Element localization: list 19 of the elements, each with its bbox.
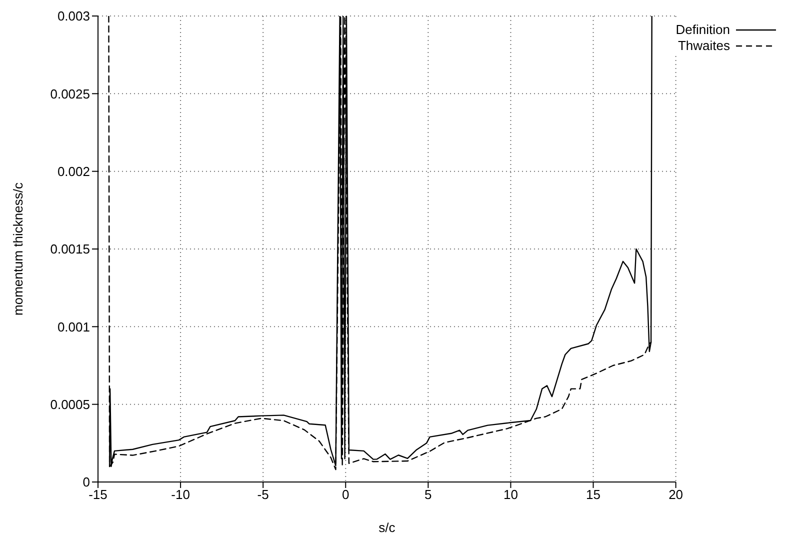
x-axis-title: s/c [378, 520, 396, 535]
y-tick-label: 0.003 [57, 8, 90, 24]
x-tick-label: -10 [171, 487, 190, 502]
y-tick-label: 0.002 [57, 164, 90, 179]
y-tick-label: 0.0015 [50, 242, 90, 257]
legend-label: Definition [676, 22, 730, 38]
y-axis-title: momentum thickness/c [10, 182, 26, 316]
x-tick-label: 10 [503, 487, 518, 502]
x-tick-label: -5 [257, 487, 269, 502]
x-tick-label: 5 [424, 487, 432, 502]
x-tick-label: 0 [342, 487, 350, 502]
x-tick-label: 15 [586, 487, 600, 502]
x-tick-label: -15 [88, 487, 108, 502]
y-tick-label: 0.0005 [50, 396, 90, 412]
y-tick-label: 0.001 [57, 319, 90, 334]
legend-label: Thwaites [678, 38, 730, 54]
x-tick-label: 20 [668, 487, 684, 502]
y-tick-label: 0 [82, 474, 90, 490]
y-tick-label: 0.0025 [50, 86, 90, 102]
